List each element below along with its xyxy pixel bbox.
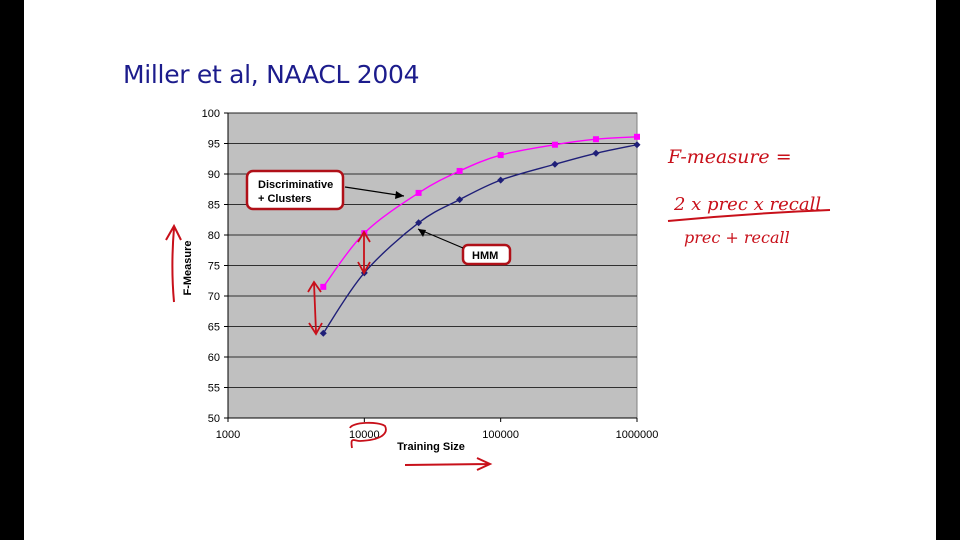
- y-tick-label: 60: [208, 352, 220, 364]
- arrow-head-icon: [418, 229, 426, 237]
- y-tick-label: 75: [208, 261, 220, 273]
- x-tick-label: 1000000: [616, 429, 659, 441]
- formula-lhs: F-measure =: [667, 146, 792, 168]
- y-tick-label: 70: [208, 291, 220, 303]
- point-marker-hmm: [415, 219, 423, 227]
- y-tick-label: 55: [208, 383, 220, 395]
- point-marker-discriminative: [320, 283, 327, 290]
- y-tick-label: 85: [208, 200, 220, 212]
- x-tick-label: 100000: [482, 429, 519, 441]
- point-marker-hmm: [497, 176, 505, 184]
- x-axis-label: Training Size: [397, 441, 465, 453]
- point-marker-discriminative: [456, 167, 463, 174]
- y-tick-label: 90: [208, 169, 220, 181]
- point-marker-discriminative: [634, 133, 640, 140]
- up-arrow-icon: [165, 223, 182, 303]
- annotation-label-hmm: HMM: [472, 250, 498, 262]
- y-tick-label: 80: [208, 230, 220, 242]
- annotation-label-discriminative-line2: + Clusters: [258, 193, 312, 205]
- x-tick-label: 10000: [349, 429, 380, 441]
- right-arrow-icon: [404, 457, 493, 471]
- annotations: Discriminative + Clusters HMM: [245, 169, 512, 266]
- point-marker-discriminative: [592, 136, 599, 143]
- y-tick-label: 100: [202, 108, 220, 120]
- handwritten-annotations: F-measure = 2 x prec x recall prec + rec…: [165, 146, 831, 471]
- point-marker-hmm: [319, 329, 327, 337]
- arrow-head-icon: [395, 191, 404, 199]
- point-marker-hmm: [633, 141, 641, 149]
- x-tick-label: 1000: [216, 429, 240, 441]
- circle-mark-icon: [349, 421, 387, 449]
- axes: Training Size F-Measure 50 55 60 65 70 75 80 85…: [182, 108, 658, 453]
- fraction-bar: [667, 209, 831, 222]
- point-marker-hmm: [456, 196, 464, 204]
- double-arrow-icon: [307, 280, 323, 336]
- y-tick-label: 95: [208, 139, 220, 151]
- formula-denominator: prec + recall: [684, 228, 790, 247]
- point-marker-discriminative: [497, 152, 504, 159]
- annotation-box-hmm: [461, 243, 512, 266]
- point-marker-hmm: [592, 149, 600, 157]
- y-axis-label: F-Measure: [182, 240, 194, 295]
- plot-area: [227, 112, 638, 419]
- point-marker-discriminative: [551, 141, 558, 148]
- double-arrow-icon: [357, 230, 371, 275]
- point-marker-discriminative: [415, 189, 422, 196]
- annotation-arrow-discriminative: [344, 186, 405, 197]
- slide-title: Miller et al, NAACL 2004: [123, 60, 420, 89]
- annotation-label-discriminative-line1: Discriminative: [258, 179, 333, 191]
- formula-numerator: 2 x prec x recall: [673, 194, 821, 215]
- annotation-box-discriminative: [245, 169, 345, 211]
- y-tick-label: 50: [208, 413, 220, 425]
- annotation-arrow-hmm: [417, 228, 464, 249]
- point-marker-hmm: [551, 160, 559, 168]
- y-tick-label: 65: [208, 322, 220, 334]
